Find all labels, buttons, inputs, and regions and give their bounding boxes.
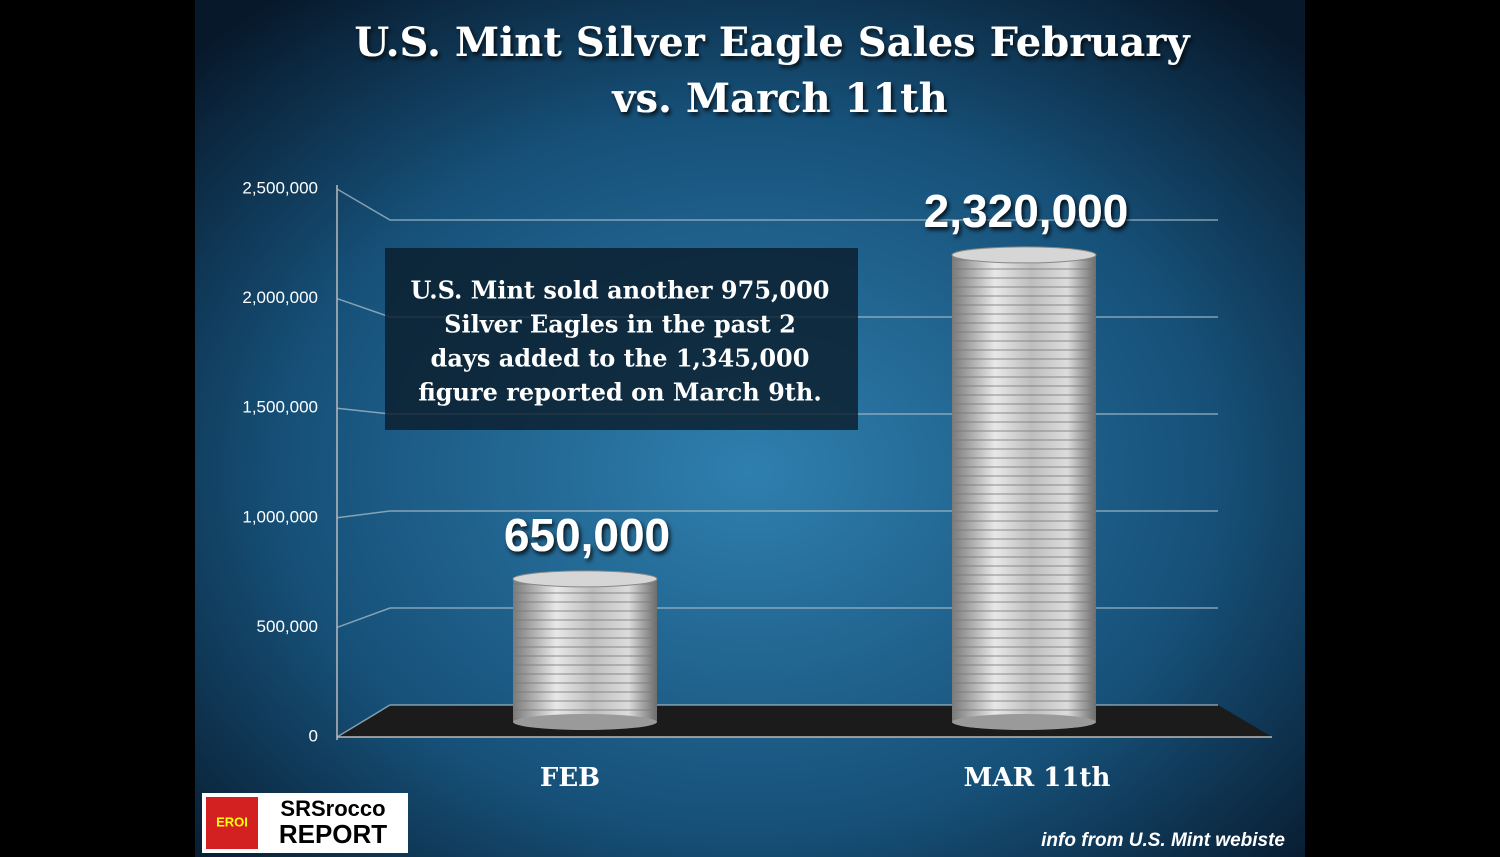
source: info from U.S. Mint webiste xyxy=(1041,830,1285,851)
annotation-box xyxy=(385,248,858,430)
y-tick-label: 0 xyxy=(309,726,318,745)
chart-title: U.S. Mint Silver Eagle Sales February xyxy=(354,19,1191,66)
annotation: Silver Eagles in the past 2 xyxy=(444,310,796,339)
y-tick-label: 500,000 xyxy=(257,617,318,636)
x-tick-label: MAR 11th xyxy=(964,763,1111,793)
logo-text: REPORT xyxy=(279,819,387,849)
x-tick-label: FEB xyxy=(540,763,600,793)
bar-base xyxy=(952,714,1096,730)
y-tick-label: 1,000,000 xyxy=(242,507,318,526)
y-tick-label: 1,500,000 xyxy=(242,398,318,417)
floor xyxy=(337,705,1272,737)
y-tick-label: 2,500,000 xyxy=(242,178,318,197)
value-label: 650,000 xyxy=(504,509,670,561)
logo-icon xyxy=(206,797,258,849)
y-tick-label: 2,000,000 xyxy=(242,288,318,307)
grid-line xyxy=(336,188,1218,221)
value-label: 2,320,000 xyxy=(924,185,1129,237)
annotation: figure reported on March 9th. xyxy=(418,378,821,407)
grid-line xyxy=(336,704,1218,738)
bar-texture xyxy=(513,578,657,722)
annotation: U.S. Mint sold another 975,000 xyxy=(411,276,830,305)
annotation: days added to the 1,345,000 xyxy=(431,344,810,373)
logo-text: EROI xyxy=(216,814,248,829)
chart-title: vs. March 11th xyxy=(611,75,947,122)
grid-line xyxy=(336,607,1218,629)
bar-top xyxy=(512,570,658,588)
bar-texture xyxy=(952,254,1096,723)
bar-base xyxy=(513,714,657,730)
logo-text: SRSrocco xyxy=(280,796,385,821)
bar-top xyxy=(951,246,1097,264)
grid-line xyxy=(336,510,1218,519)
